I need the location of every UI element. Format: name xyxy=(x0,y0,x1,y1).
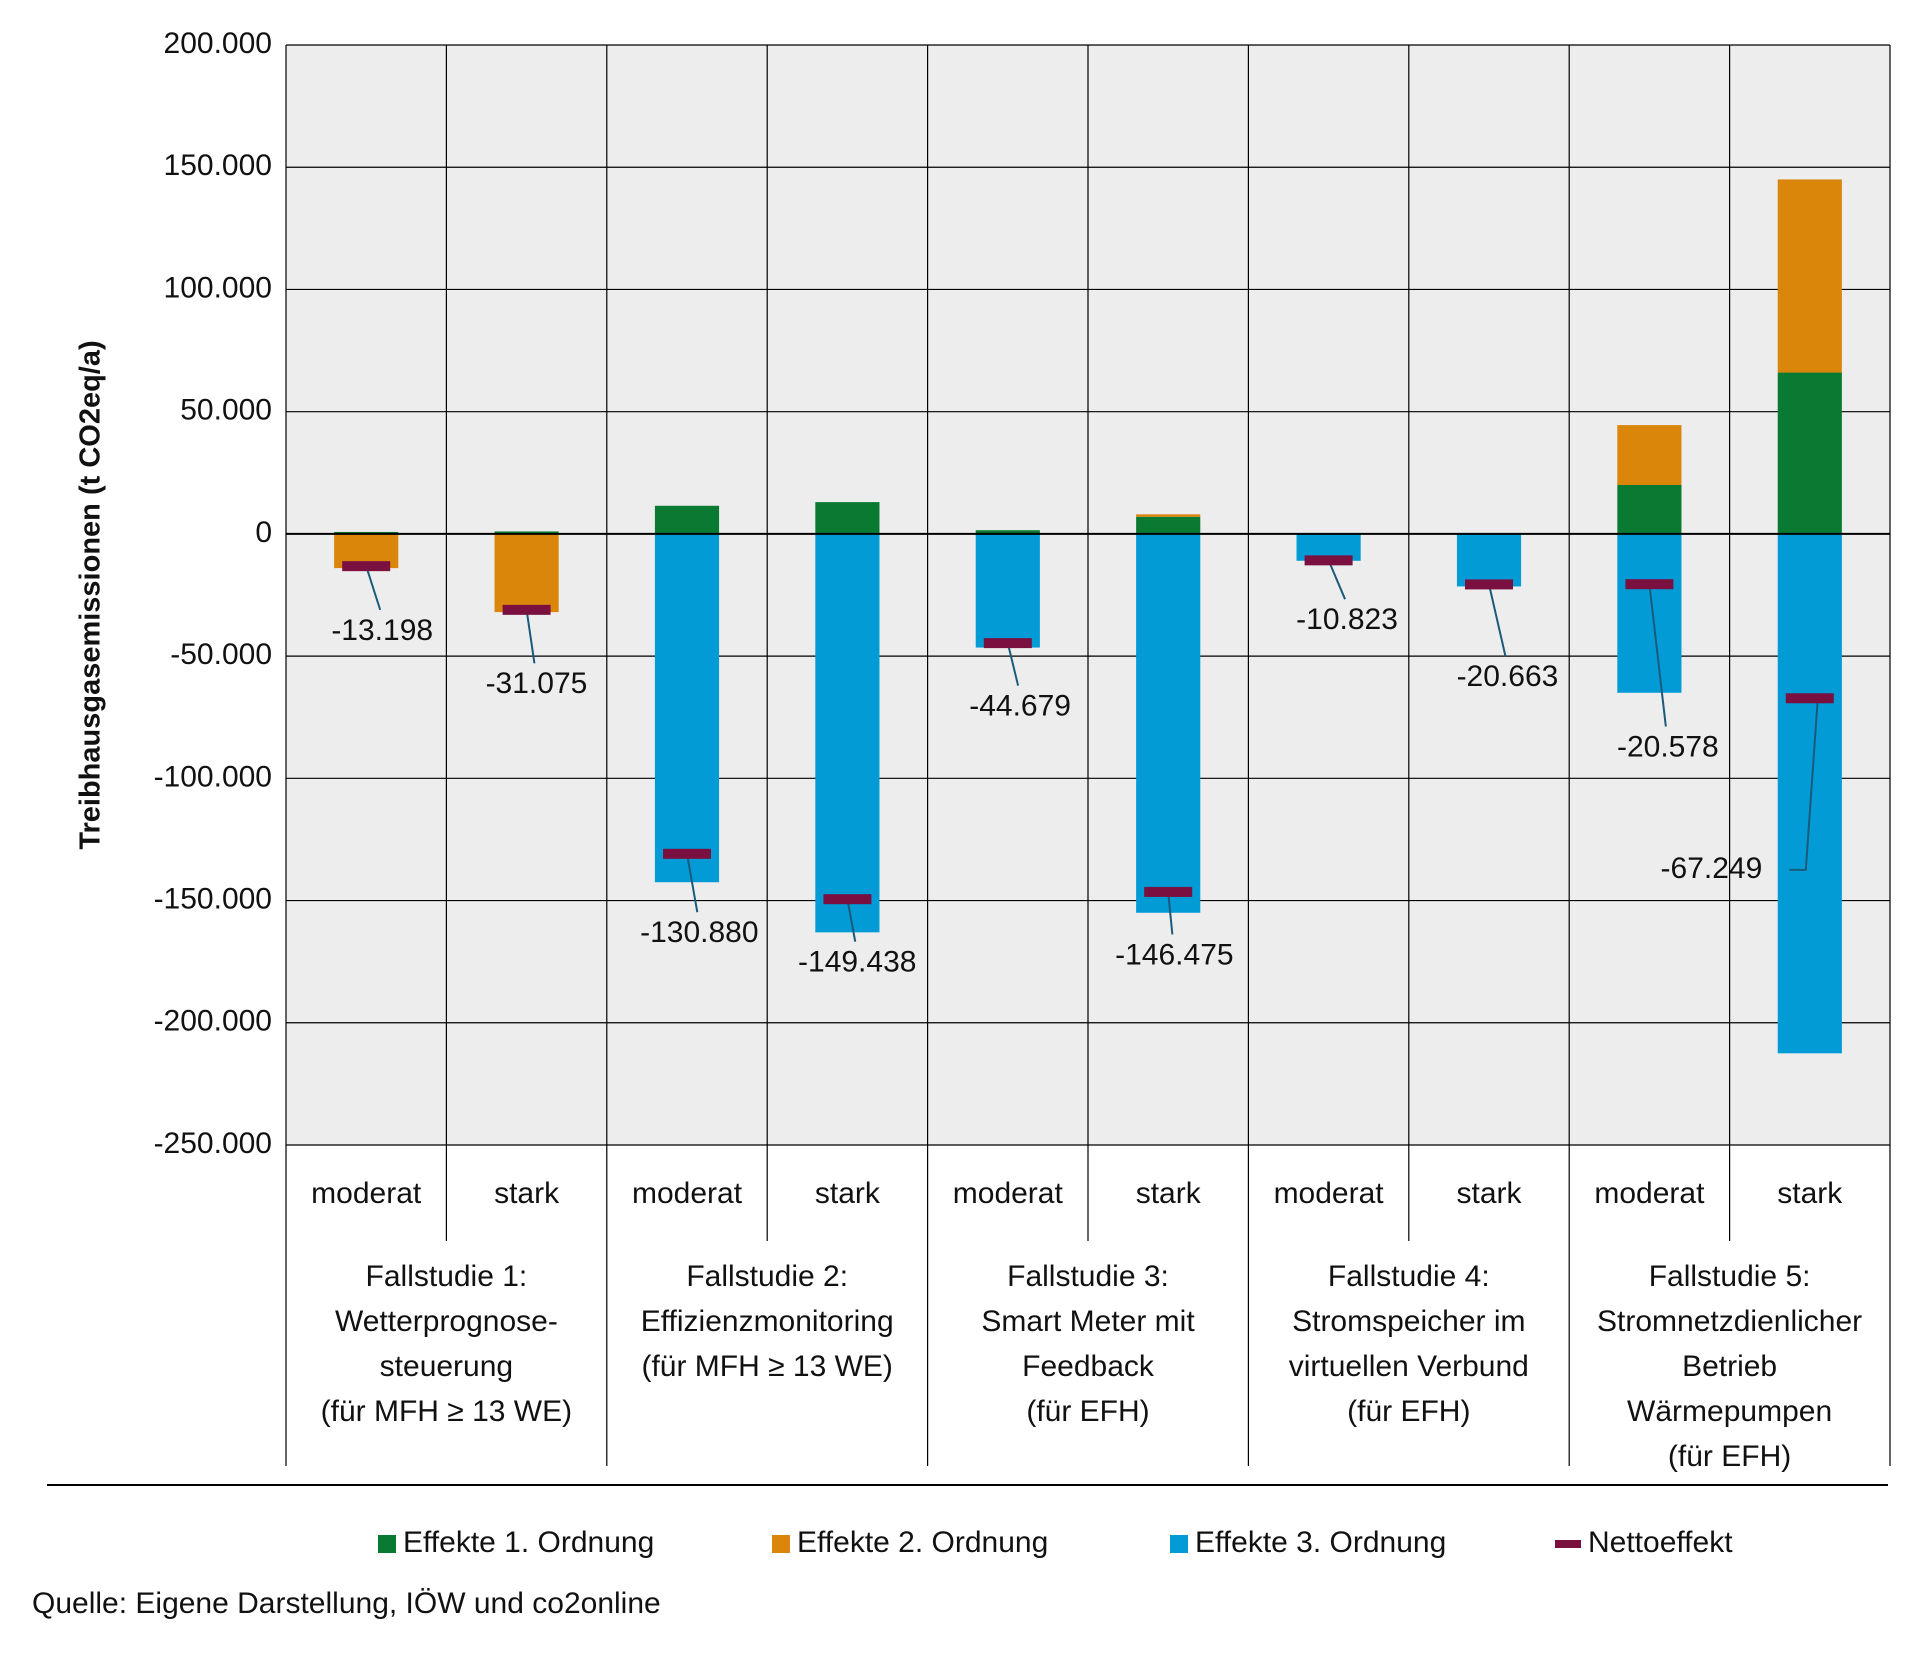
data-label: -67.249 xyxy=(1661,852,1763,885)
data-label: -149.438 xyxy=(798,946,916,979)
x-tick-label: moderat xyxy=(311,1177,422,1210)
bar-segment xyxy=(1617,425,1682,485)
data-label: -146.475 xyxy=(1115,938,1233,971)
group-label: Wärmepumpen xyxy=(1627,1395,1832,1428)
bar-segment xyxy=(1777,533,1842,1054)
y-tick-label: 50.000 xyxy=(180,394,272,427)
bar-segment xyxy=(975,530,1040,534)
net-marker xyxy=(1465,579,1513,590)
x-tick-label: moderat xyxy=(632,1177,743,1210)
group-label: Feedback xyxy=(1022,1350,1155,1383)
group-label: Fallstudie 4: xyxy=(1328,1260,1490,1293)
data-label: -44.679 xyxy=(969,690,1071,723)
bar-segment xyxy=(1136,514,1201,517)
y-axis-label: Treibhausgasemissionen (t CO2eq/a) xyxy=(75,340,107,849)
bar-segment xyxy=(815,533,880,933)
leader-line xyxy=(1648,584,1667,727)
net-marker xyxy=(342,561,391,572)
group-label: virtuellen Verbund xyxy=(1289,1350,1529,1383)
leader-line xyxy=(1167,891,1174,935)
net-marker xyxy=(1625,579,1674,590)
net-marker xyxy=(502,604,551,615)
x-tick-label: stark xyxy=(1136,1177,1202,1210)
x-tick-label: stark xyxy=(494,1177,560,1210)
leader-line xyxy=(365,565,382,611)
y-tick-label: -100.000 xyxy=(154,760,272,793)
bar-segment xyxy=(1617,485,1682,534)
x-tick-label: stark xyxy=(1456,1177,1522,1210)
net-marker xyxy=(823,894,872,905)
legend-label: Effekte 1. Ordnung xyxy=(403,1526,654,1559)
data-label: -13.198 xyxy=(331,614,433,647)
legend-label: Effekte 2. Ordnung xyxy=(797,1526,1048,1559)
group-label: Fallstudie 1: xyxy=(366,1260,528,1293)
bar-segment xyxy=(654,505,720,534)
bar-segment xyxy=(494,533,559,613)
legend-swatch xyxy=(378,1535,396,1553)
group-label: (für EFH) xyxy=(1347,1395,1470,1428)
data-label: -130.880 xyxy=(640,916,758,949)
legend-swatch xyxy=(1555,1540,1581,1548)
data-label: -10.823 xyxy=(1296,603,1398,636)
x-tick-label: moderat xyxy=(1594,1177,1705,1210)
group-label: Wetterprognose- xyxy=(335,1305,558,1338)
y-tick-label: -250.000 xyxy=(154,1127,272,1160)
leader-line xyxy=(686,853,699,913)
bar-segment xyxy=(1456,533,1522,587)
bar-segment xyxy=(975,533,1040,648)
group-label: Smart Meter mit xyxy=(981,1305,1195,1338)
y-tick-label: 150.000 xyxy=(164,149,272,182)
group-label: Fallstudie 3: xyxy=(1007,1260,1169,1293)
group-label: Stromspeicher im xyxy=(1292,1305,1525,1338)
leader-line xyxy=(1789,698,1819,871)
leader-line xyxy=(1488,584,1507,657)
net-marker xyxy=(663,848,711,859)
data-label: -31.075 xyxy=(486,667,588,700)
bar-segment xyxy=(1777,179,1842,373)
group-label: steuerung xyxy=(380,1350,513,1383)
legend-swatch xyxy=(772,1535,790,1553)
group-label: Betrieb xyxy=(1682,1350,1777,1383)
group-label: Effizienzmonitoring xyxy=(641,1305,894,1338)
net-marker xyxy=(983,638,1032,649)
legend-swatch xyxy=(1170,1535,1188,1553)
x-tick-label: moderat xyxy=(953,1177,1064,1210)
x-tick-label: moderat xyxy=(1274,1177,1385,1210)
y-tick-label: 100.000 xyxy=(164,271,272,304)
bar-segment xyxy=(1136,516,1201,534)
bar-segment xyxy=(1136,533,1201,913)
legend-label: Effekte 3. Ordnung xyxy=(1195,1526,1446,1559)
net-marker xyxy=(1304,555,1353,566)
y-tick-label: 200.000 xyxy=(164,27,272,60)
source: Quelle: Eigene Darstellung, IÖW und co2o… xyxy=(32,1587,661,1620)
group-label: (für MFH ≥ 13 WE) xyxy=(321,1395,572,1428)
data-label: -20.663 xyxy=(1457,660,1559,693)
bar-segment xyxy=(494,531,559,534)
group-label: Fallstudie 2: xyxy=(686,1260,848,1293)
net-marker xyxy=(1785,693,1834,704)
group-label: Stromnetzdienlicher xyxy=(1597,1305,1862,1338)
leader-line xyxy=(1006,642,1020,686)
group-label: (für MFH ≥ 13 WE) xyxy=(641,1350,892,1383)
x-tick-label: stark xyxy=(815,1177,881,1210)
y-tick-label: 0 xyxy=(255,516,272,549)
group-label: Fallstudie 5: xyxy=(1649,1260,1811,1293)
bar-segment xyxy=(1617,533,1682,693)
group-label: (für EFH) xyxy=(1026,1395,1149,1428)
legend-label: Nettoeffekt xyxy=(1588,1526,1733,1559)
bar-segment xyxy=(654,533,720,883)
x-tick-label: stark xyxy=(1777,1177,1843,1210)
leader-line xyxy=(1327,559,1346,600)
leader-line xyxy=(525,609,536,664)
data-label: -20.578 xyxy=(1617,730,1719,763)
y-tick-label: -150.000 xyxy=(154,882,272,915)
leader-line xyxy=(846,899,857,942)
bar-segment xyxy=(815,502,880,534)
y-tick-label: -200.000 xyxy=(154,1005,272,1038)
bar-segment xyxy=(1777,372,1842,534)
y-tick-label: -50.000 xyxy=(170,638,272,671)
net-marker xyxy=(1144,886,1193,897)
group-label: (für EFH) xyxy=(1668,1440,1791,1473)
